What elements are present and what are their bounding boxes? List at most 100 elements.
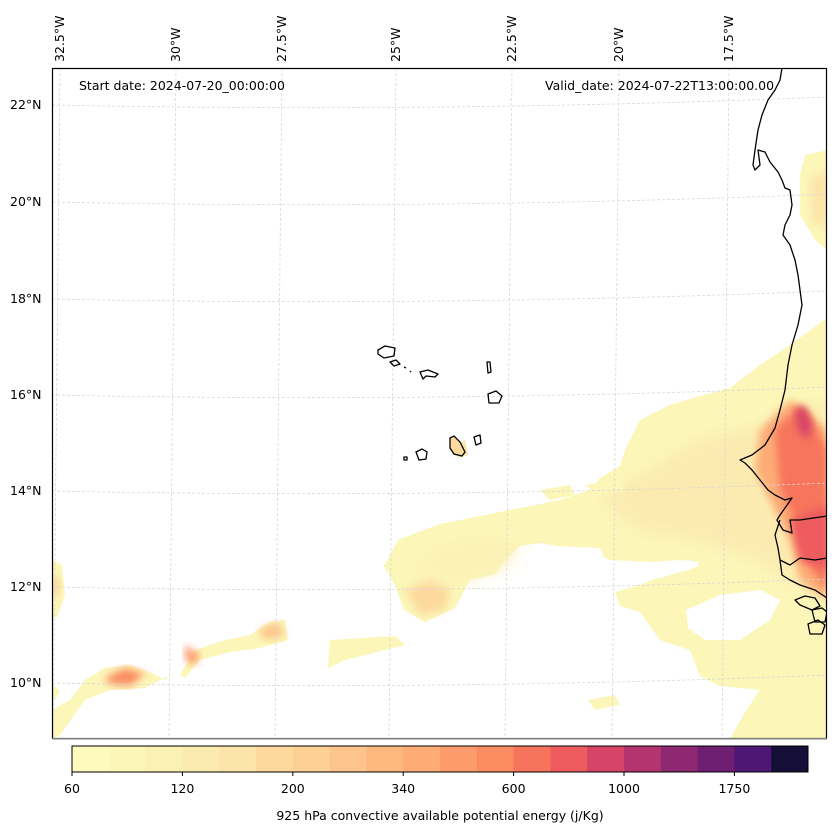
island-sao-vicente — [389, 359, 401, 367]
coastline-gambia — [774, 519, 827, 566]
gridline-lon — [504, 68, 513, 739]
colorbar-segment — [403, 746, 441, 772]
colorbar-tick-label: 120 — [170, 781, 195, 796]
colorbar-segment — [219, 746, 257, 772]
colorbar-frame — [71, 745, 809, 773]
island-brava — [403, 456, 408, 461]
island-fogo — [415, 448, 428, 461]
lat-tick-label: 14°N — [10, 483, 42, 498]
colorbar-segment — [108, 746, 147, 772]
island-ilheu — [409, 370, 412, 373]
valid-date-label: Valid_date: 2024-07-22T13:00:00.00 — [545, 78, 775, 93]
colorbar-tick-label: 340 — [391, 781, 416, 796]
cape-region-gambia — [790, 505, 827, 570]
island-santa-luzia — [403, 366, 407, 369]
cape-cell-west — [52, 685, 60, 700]
gridline-lon — [721, 68, 730, 739]
cape-region-mauritania-core — [810, 170, 827, 230]
map-area[interactable] — [52, 68, 827, 739]
gridline-lon — [611, 68, 620, 739]
cape-cell — [540, 485, 575, 500]
colorbar-segment — [145, 746, 183, 772]
lat-tick-label: 10°N — [10, 675, 42, 690]
gridline-lat — [52, 674, 827, 687]
lon-tick-label: 25°W — [388, 27, 403, 62]
lat-tick-label: 22°N — [10, 97, 42, 112]
gridline-lon — [52, 68, 61, 739]
cape-gap — [580, 560, 700, 588]
colorbar-segment — [476, 746, 515, 772]
gridline-lat — [52, 96, 827, 109]
island-sal — [486, 361, 492, 374]
cape-cell-26w — [328, 636, 405, 668]
island-santiago — [449, 435, 466, 457]
gridline-lat — [52, 578, 827, 591]
gridlines — [52, 68, 827, 739]
gridline-lat — [52, 386, 827, 399]
cape-cell-27w-core — [258, 622, 285, 640]
island-sao-nicolau — [419, 369, 439, 380]
lat-tick-label: 20°N — [10, 194, 42, 209]
gridline-lon — [388, 68, 397, 739]
colorbar-tick-label: 200 — [280, 781, 305, 796]
colorbar-label: 925 hPa convective available potential e… — [276, 808, 604, 823]
colorbar — [71, 745, 809, 776]
cape-gap — [640, 686, 720, 720]
colorbar-segment — [624, 746, 662, 772]
cape-cell-west-12n-core — [52, 575, 60, 598]
lat-tick-label: 16°N — [10, 387, 42, 402]
island-santo-antao — [377, 345, 396, 359]
lon-tick-label: 32.5°W — [52, 15, 67, 62]
cape-cell — [588, 695, 620, 710]
start-date-label: Start date: 2024-07-20_00:00:00 — [79, 78, 285, 93]
island-boa-vista — [487, 390, 503, 404]
lon-tick-label: 17.5°W — [721, 15, 736, 62]
coastlines — [377, 68, 827, 635]
colorbar-segment — [550, 746, 588, 772]
colorbar-tick-label: 600 — [501, 781, 526, 796]
island-maio — [473, 434, 482, 446]
gridline-lon — [168, 68, 177, 739]
colorbar-segment — [660, 746, 699, 772]
lat-tick-label: 12°N — [10, 579, 42, 594]
lon-tick-label: 20°W — [611, 27, 626, 62]
cape-cell-27w — [180, 620, 288, 678]
coastline-senegal — [739, 68, 827, 534]
cape-gap — [555, 546, 605, 566]
coastline-island — [794, 595, 821, 611]
gridline-lat — [52, 290, 827, 303]
cape-cell-31w — [52, 665, 170, 739]
coastline-island — [807, 619, 826, 635]
cape-gap — [686, 590, 780, 640]
colorbar-segment — [697, 746, 735, 772]
cape-cell-28w-core — [185, 645, 200, 665]
colorbar-segment — [256, 746, 294, 772]
colorbar-segment — [329, 746, 367, 772]
colorbar-segment — [366, 746, 404, 772]
colorbar-segment — [292, 746, 331, 772]
colorbar-segment — [734, 746, 772, 772]
colorbar-segment — [440, 746, 478, 772]
gridline-lat — [52, 482, 827, 495]
cape-region-ocean — [410, 540, 520, 580]
cape-region-senegal-peak — [795, 406, 812, 440]
gridline-lon — [274, 68, 283, 739]
colorbar-tick-label: 1750 — [718, 781, 751, 796]
colorbar-segment — [771, 746, 809, 772]
lon-tick-label: 30°W — [168, 27, 183, 62]
colorbar-segment — [182, 746, 220, 772]
colorbar-segment — [513, 746, 551, 772]
colorbar-segment — [587, 746, 625, 772]
coastline-guinea-bissau — [779, 559, 827, 599]
cape-field — [52, 150, 827, 739]
colorbar-tick-label: 60 — [64, 781, 80, 796]
gridline-lat — [52, 193, 827, 206]
cape-cell-31w-core — [105, 668, 145, 686]
lon-tick-label: 22.5°W — [504, 15, 519, 62]
lon-tick-label: 27.5°W — [274, 15, 289, 62]
colorbar-tick-label: 1000 — [608, 781, 640, 796]
lat-tick-label: 18°N — [10, 291, 42, 306]
colorbar-segment — [72, 746, 110, 772]
